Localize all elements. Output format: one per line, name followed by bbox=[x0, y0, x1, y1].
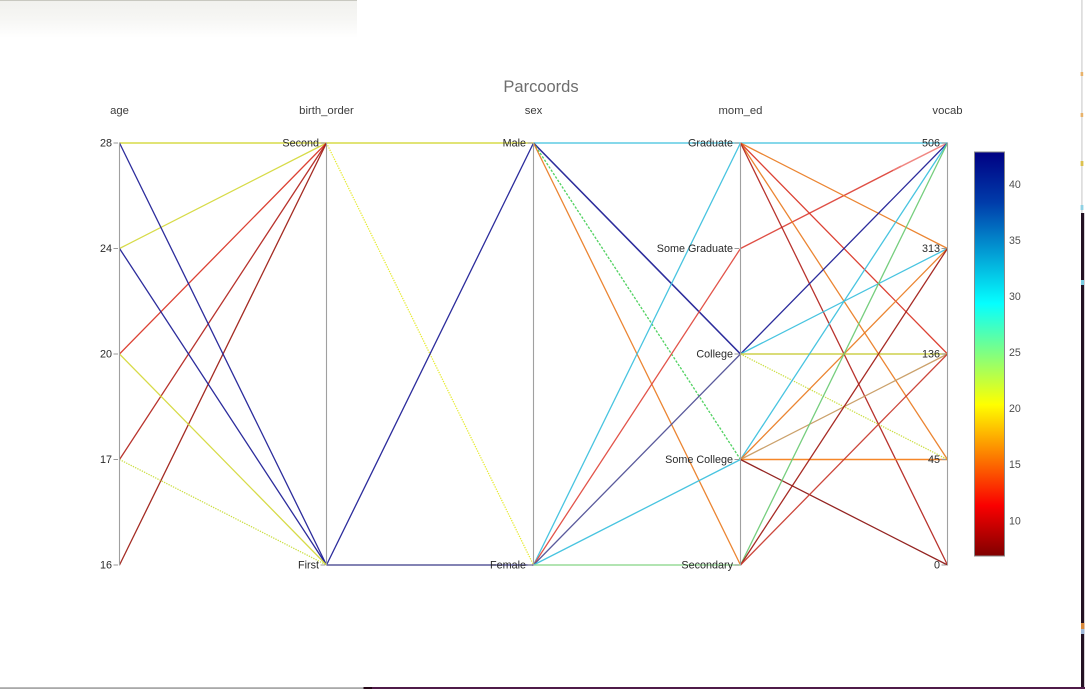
svg-text:Female: Female bbox=[490, 560, 526, 572]
svg-text:24: 24 bbox=[100, 243, 112, 255]
svg-text:35: 35 bbox=[1009, 235, 1021, 247]
svg-text:15: 15 bbox=[1009, 459, 1021, 471]
svg-text:30: 30 bbox=[1009, 291, 1021, 303]
svg-text:16: 16 bbox=[100, 560, 112, 572]
svg-text:506: 506 bbox=[922, 138, 940, 150]
svg-text:Second: Second bbox=[282, 138, 319, 150]
svg-text:Graduate: Graduate bbox=[688, 138, 733, 150]
svg-text:0: 0 bbox=[934, 560, 940, 572]
svg-text:25: 25 bbox=[1009, 347, 1021, 359]
svg-text:Parcoords: Parcoords bbox=[503, 78, 578, 96]
svg-text:vocab: vocab bbox=[932, 105, 962, 117]
svg-text:10: 10 bbox=[1009, 515, 1021, 527]
svg-text:Secondary: Secondary bbox=[681, 560, 733, 572]
svg-text:birth_order: birth_order bbox=[299, 105, 354, 117]
svg-text:College: College bbox=[696, 349, 733, 361]
svg-text:313: 313 bbox=[922, 243, 940, 255]
svg-text:Male: Male bbox=[503, 138, 526, 150]
svg-text:136: 136 bbox=[922, 349, 940, 361]
svg-text:20: 20 bbox=[100, 349, 112, 361]
svg-text:Some College: Some College bbox=[665, 454, 733, 466]
svg-text:17: 17 bbox=[100, 454, 112, 466]
svg-text:20: 20 bbox=[1009, 403, 1021, 415]
svg-text:First: First bbox=[298, 560, 319, 572]
svg-text:28: 28 bbox=[100, 138, 112, 150]
svg-text:Some Graduate: Some Graduate bbox=[657, 243, 733, 255]
svg-text:mom_ed: mom_ed bbox=[719, 105, 763, 117]
svg-text:40: 40 bbox=[1009, 179, 1021, 191]
svg-text:age: age bbox=[110, 105, 129, 117]
svg-text:45: 45 bbox=[928, 454, 940, 466]
svg-text:sex: sex bbox=[525, 105, 543, 117]
